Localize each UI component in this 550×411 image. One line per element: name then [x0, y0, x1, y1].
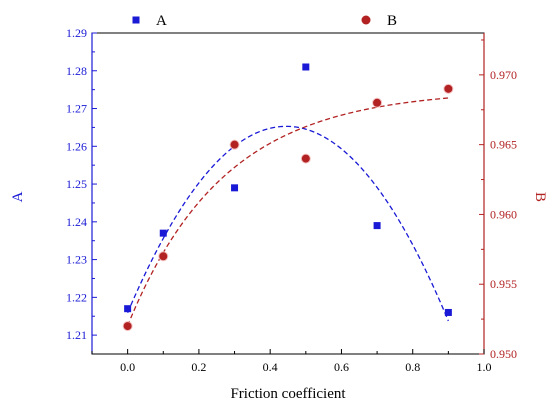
right-tick-label: 0.960 — [490, 207, 517, 221]
right-tick-label: 0.950 — [490, 347, 517, 361]
left-tick-label: 1.28 — [66, 64, 87, 78]
data-points — [122, 63, 454, 332]
x-tick-label: 0.2 — [191, 360, 206, 374]
legend-label-A: A — [156, 13, 167, 29]
left-tick-label: 1.25 — [66, 177, 87, 191]
x-tick-label: 1.0 — [477, 360, 492, 374]
left-tick-label: 1.27 — [66, 102, 87, 116]
right-tick-label: 0.970 — [490, 68, 517, 82]
x-tick-label: 0.6 — [334, 360, 349, 374]
left-tick-label: 1.21 — [66, 328, 87, 342]
right-axis-title: B — [532, 192, 548, 202]
fit-curves — [127, 97, 449, 326]
right-tick-label: 0.965 — [490, 138, 517, 152]
point-A — [124, 305, 132, 313]
point-B — [122, 321, 133, 332]
point-B — [229, 139, 240, 150]
x-tick-label: 0.0 — [120, 360, 135, 374]
legend-label-B: B — [387, 13, 397, 29]
x-tick-label: 0.4 — [263, 360, 278, 374]
legend-marker-B — [361, 15, 371, 25]
left-tick-label: 1.22 — [66, 290, 87, 304]
fit-curve-B — [127, 97, 449, 326]
point-B — [372, 97, 383, 108]
point-B — [158, 251, 169, 262]
point-B — [300, 153, 311, 164]
point-A — [302, 63, 310, 71]
x-axis-ticks: 0.0 0.2 0.4 0.6 0.8 1.0 — [91, 349, 492, 374]
plot-frame — [91, 32, 485, 355]
point-A — [444, 308, 452, 316]
right-tick-label: 0.955 — [490, 277, 517, 291]
point-A — [231, 184, 239, 192]
left-tick-label: 1.23 — [66, 253, 87, 267]
left-tick-label: 1.26 — [66, 139, 87, 153]
left-tick-label: 1.29 — [66, 26, 87, 40]
x-axis-title: Friction coefficient — [230, 386, 346, 402]
left-axis-ticks: 1.21 1.22 1.23 1.24 1.25 1.26 1.27 1.28 1.29 — [66, 26, 97, 342]
legend-marker-A — [132, 16, 140, 24]
point-A — [373, 222, 381, 230]
fit-curve-A — [127, 125, 449, 322]
right-axis-ticks: 0.950 0.955 0.960 0.965 0.970 — [479, 39, 517, 361]
point-B — [443, 83, 454, 94]
point-A — [159, 229, 167, 237]
left-tick-label: 1.24 — [66, 215, 87, 229]
left-axis-title: A — [10, 191, 26, 202]
x-tick-label: 0.8 — [405, 360, 420, 374]
